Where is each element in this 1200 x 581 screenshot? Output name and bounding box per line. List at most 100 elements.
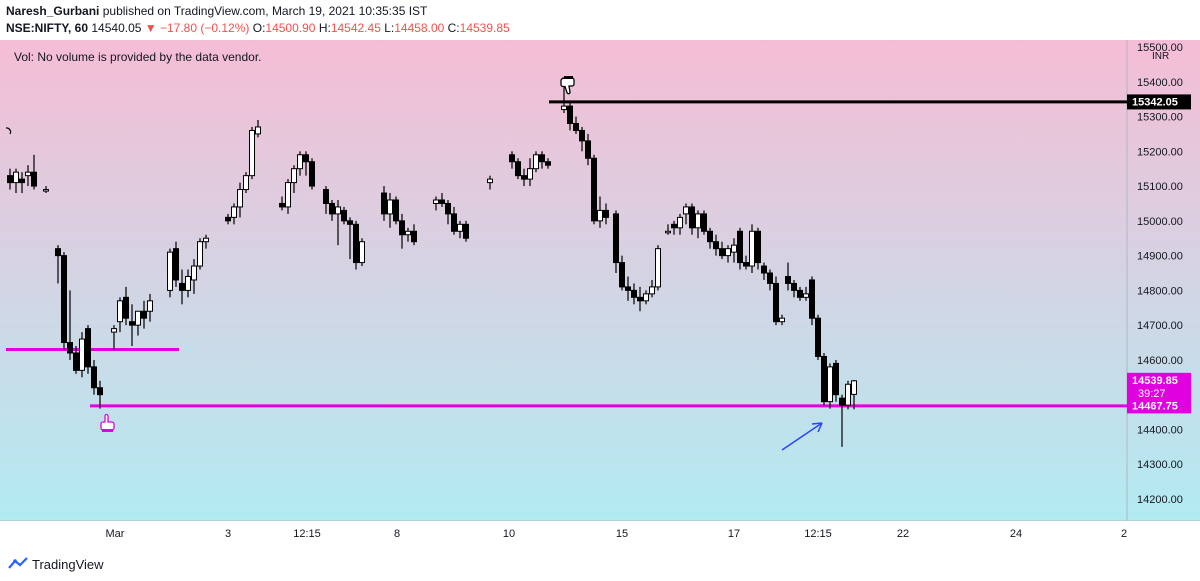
price-label: 15342.05	[1127, 94, 1191, 110]
y-tick-label: 15000.00	[1137, 216, 1183, 228]
candle	[255, 120, 261, 138]
y-tick-label: 14600.00	[1137, 355, 1183, 367]
candle	[731, 238, 737, 263]
candle	[329, 199, 335, 221]
footer	[0, 550, 1200, 581]
candle	[561, 85, 567, 114]
candle	[117, 297, 123, 333]
candle	[839, 394, 845, 447]
candle	[487, 175, 493, 190]
author-name[interactable]: Naresh_Gurbani	[6, 4, 100, 18]
candle	[851, 379, 857, 410]
candle	[515, 158, 521, 180]
current-price: 14540.05	[91, 21, 142, 35]
candle	[743, 255, 749, 270]
high-value: 14542.45	[330, 21, 381, 35]
candle	[761, 262, 767, 280]
candle	[97, 380, 103, 409]
candle	[243, 172, 249, 194]
candle	[665, 224, 671, 235]
tradingview-brand[interactable]: TradingView	[32, 557, 104, 572]
candle	[141, 300, 147, 329]
candle	[191, 259, 197, 294]
candle	[167, 248, 173, 298]
candle	[297, 151, 303, 176]
open-value: 14500.90	[265, 21, 316, 35]
candle	[619, 255, 625, 291]
x-tick-label: 12:15	[293, 528, 321, 540]
candles	[7, 85, 857, 447]
candle	[55, 245, 61, 284]
candle	[749, 224, 755, 273]
candle	[719, 241, 725, 260]
candle	[539, 151, 545, 169]
x-tick-label: 10	[503, 528, 515, 540]
candle	[381, 186, 387, 221]
time-scale-background	[0, 521, 1200, 550]
candle	[603, 203, 609, 225]
candle	[579, 126, 585, 152]
candle	[439, 193, 445, 207]
x-tick-label: Mar	[106, 528, 125, 540]
candle	[591, 154, 597, 225]
candle	[567, 102, 573, 131]
candle	[123, 286, 129, 326]
candle	[285, 179, 291, 214]
y-tick-label: 14700.00	[1137, 320, 1183, 332]
candle	[833, 359, 839, 402]
hand-pointer-down-icon	[560, 76, 575, 95]
candle	[827, 363, 833, 409]
candle	[203, 234, 209, 249]
candle	[755, 227, 761, 270]
publish-info: Naresh_Gurbani published on TradingView.…	[6, 4, 427, 18]
candle	[249, 126, 255, 180]
candle	[779, 314, 785, 326]
candle	[573, 116, 579, 134]
candle	[61, 252, 67, 350]
candle	[185, 269, 191, 298]
x-tick-label: 8	[394, 528, 400, 540]
candle	[359, 238, 365, 267]
candle	[7, 168, 13, 190]
candle	[845, 380, 851, 410]
x-tick-label: 15	[616, 528, 628, 540]
candle	[173, 241, 179, 287]
candle	[545, 158, 551, 169]
tradingview-logo-icon[interactable]	[8, 557, 30, 571]
candle	[237, 182, 243, 218]
y-tick-label: 14800.00	[1137, 285, 1183, 297]
candle	[135, 310, 141, 336]
candle	[353, 220, 359, 270]
x-tick-label: 24	[1010, 528, 1022, 540]
symbol-label: NSE:NIFTY, 60	[6, 21, 89, 35]
candle	[821, 352, 827, 406]
svg-text:15342.05: 15342.05	[1132, 96, 1178, 108]
candle	[13, 168, 19, 194]
candle	[767, 269, 773, 291]
candle	[725, 245, 731, 263]
candle	[613, 210, 619, 273]
candle	[737, 227, 743, 270]
candle	[713, 234, 719, 256]
ohlc-legend: NSE:NIFTY, 60 14540.05 ▼ −17.80 (−0.12%)…	[6, 21, 510, 35]
candle	[695, 210, 701, 239]
candle	[85, 325, 91, 374]
candle	[791, 279, 797, 298]
candle	[597, 196, 603, 228]
candle	[399, 213, 405, 249]
candle	[231, 203, 237, 225]
y-tick-label: 14300.00	[1137, 459, 1183, 471]
candle	[43, 186, 49, 194]
candle	[683, 203, 689, 225]
price-change: ▼ −17.80 (−0.12%)	[144, 21, 250, 35]
candle	[291, 165, 297, 194]
volume-note: Vol: No volume is provided by the data v…	[14, 50, 262, 64]
candle	[31, 154, 37, 190]
offscreen-marker-icon	[5, 127, 12, 135]
candle	[521, 168, 527, 187]
candle	[809, 276, 815, 326]
candle	[129, 304, 135, 347]
candle	[341, 206, 347, 225]
